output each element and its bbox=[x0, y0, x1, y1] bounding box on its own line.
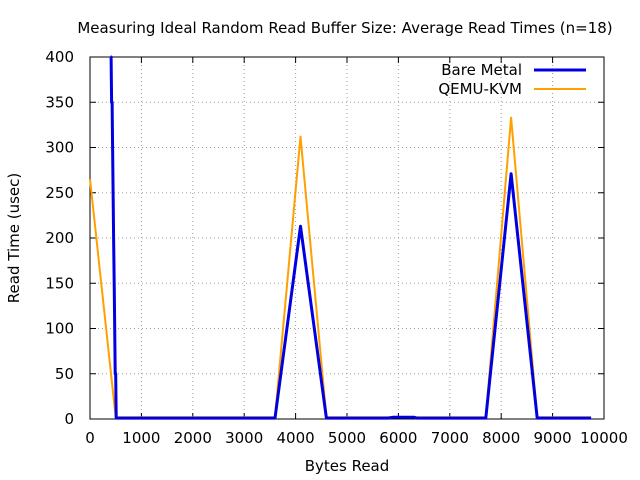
x-tick-label: 2000 bbox=[174, 429, 212, 447]
y-tick-label: 250 bbox=[45, 184, 74, 202]
y-tick-label: 150 bbox=[45, 274, 74, 292]
grid bbox=[90, 57, 604, 419]
series-lines bbox=[89, 55, 592, 420]
legend-label-bare-metal: Bare Metal bbox=[441, 61, 522, 79]
x-tick-label: 1000 bbox=[122, 429, 160, 447]
x-tick-label: 10000 bbox=[580, 429, 628, 447]
series-line-bare-metal bbox=[109, 55, 592, 420]
y-tick-label: 400 bbox=[45, 48, 74, 66]
x-tick-label: 8000 bbox=[482, 429, 520, 447]
x-tick-label: 0 bbox=[85, 429, 95, 447]
x-tick-label: 7000 bbox=[431, 429, 469, 447]
x-tick-label: 3000 bbox=[225, 429, 263, 447]
y-tick-label: 200 bbox=[45, 229, 74, 247]
y-tick-label: 350 bbox=[45, 93, 74, 111]
x-tick-label: 9000 bbox=[534, 429, 572, 447]
chart-title: Measuring Ideal Random Read Buffer Size:… bbox=[77, 19, 612, 37]
axis-ticks: 0 1000 2000 3000 4000 5000 6000 7000 8000 9000 100… bbox=[45, 48, 628, 447]
x-tick-label: 4000 bbox=[277, 429, 315, 447]
y-tick-label: 100 bbox=[45, 320, 74, 338]
y-tick-label: 300 bbox=[45, 139, 74, 157]
y-tick-label: 50 bbox=[55, 365, 74, 383]
x-tick-label: 6000 bbox=[379, 429, 417, 447]
y-tick-label: 0 bbox=[64, 410, 74, 428]
x-axis-label: Bytes Read bbox=[305, 457, 390, 475]
x-tick-label: 5000 bbox=[328, 429, 366, 447]
legend: Bare Metal QEMU-KVM bbox=[438, 61, 586, 98]
y-axis-label: Read Time (usec) bbox=[5, 173, 23, 303]
legend-label-qemu-kvm: QEMU-KVM bbox=[438, 80, 522, 98]
series-line-qemu-kvm bbox=[89, 116, 592, 419]
